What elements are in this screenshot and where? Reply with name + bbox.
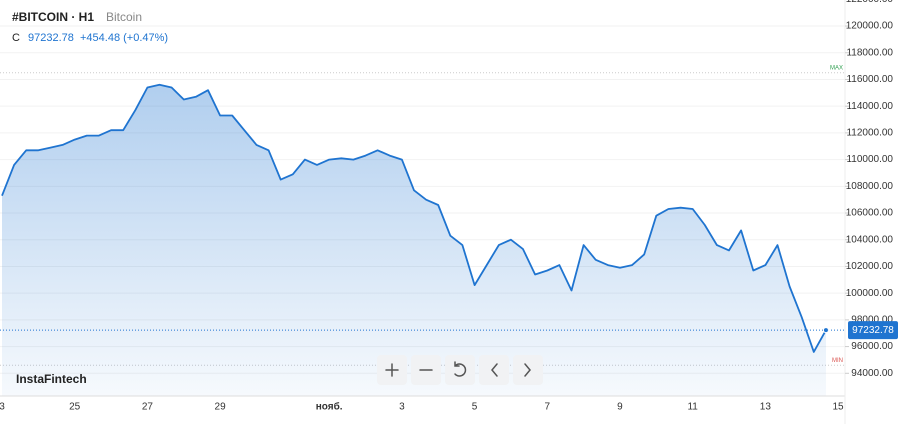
x-tick-label: 5 [472, 402, 478, 413]
y-tick-label: 118000.00 [846, 47, 893, 58]
y-tick-label: 120000.00 [846, 21, 894, 32]
x-tick-label: нояб. [316, 401, 343, 413]
x-tick-label: 9 [617, 402, 623, 413]
x-tick-label: 25 [69, 402, 81, 413]
y-tick-label: 108000.00 [846, 181, 894, 192]
close-label: C [12, 32, 20, 44]
y-tick-label: 110000.00 [846, 154, 893, 165]
y-tick-label: 100000.00 [846, 288, 894, 299]
scroll-left-icon [491, 363, 498, 377]
reset-icon [454, 361, 467, 377]
zoom-in-icon [385, 363, 399, 377]
y-tick-label: 102000.00 [846, 261, 894, 272]
y-tick-label: 96000.00 [851, 341, 893, 352]
symbol: #BITCOIN · H1 [12, 10, 94, 24]
x-tick-label: 29 [215, 402, 227, 413]
x-tick-label: 11 [687, 402, 698, 413]
x-tick-label: 7 [544, 402, 550, 413]
max-line-label: MAX [830, 65, 843, 71]
x-tick-label: 15 [833, 402, 845, 413]
instrument-name: Bitcoin [106, 10, 142, 24]
y-tick-label: 106000.00 [846, 208, 894, 219]
y-tick-label: 122000.00 [846, 0, 894, 5]
price-tag-label: 97232.78 [852, 325, 894, 336]
change: +454.48 (+0.47%) [80, 32, 168, 44]
y-tick-label: 116000.00 [846, 74, 893, 85]
price-tag-box [848, 321, 898, 340]
y-tick-label: 114000.00 [846, 101, 893, 112]
area [2, 84, 826, 397]
last-point [822, 327, 829, 334]
brand-logo: InstaFintech [16, 372, 87, 386]
price-line [1, 83, 827, 353]
y-tick-label: 94000.00 [851, 368, 893, 379]
x-tick-label: 3 [399, 402, 405, 413]
reset-button[interactable] [445, 355, 475, 385]
axes: 94000.00 96000.00 98000.00 100000.00 102000.… [0, 0, 893, 413]
x-tick-label: 13 [760, 402, 772, 413]
y-tick-label: 112000.00 [846, 128, 893, 139]
scroll-right-button[interactable] [513, 355, 543, 385]
plot [1, 83, 829, 397]
scroll-right-icon [524, 363, 531, 377]
min-line-label: MIN [832, 358, 843, 364]
scroll-left-button[interactable] [479, 355, 509, 385]
x-tick-label: 27 [142, 402, 154, 413]
y-tick-label: 98000.00 [851, 315, 893, 326]
close-value: 97232.78 [28, 32, 74, 44]
price-tag: 97232.78 [848, 321, 898, 340]
y-tick-label: 104000.00 [846, 234, 894, 245]
x-tick-label: 3 [0, 402, 5, 413]
toolbar [377, 355, 543, 385]
